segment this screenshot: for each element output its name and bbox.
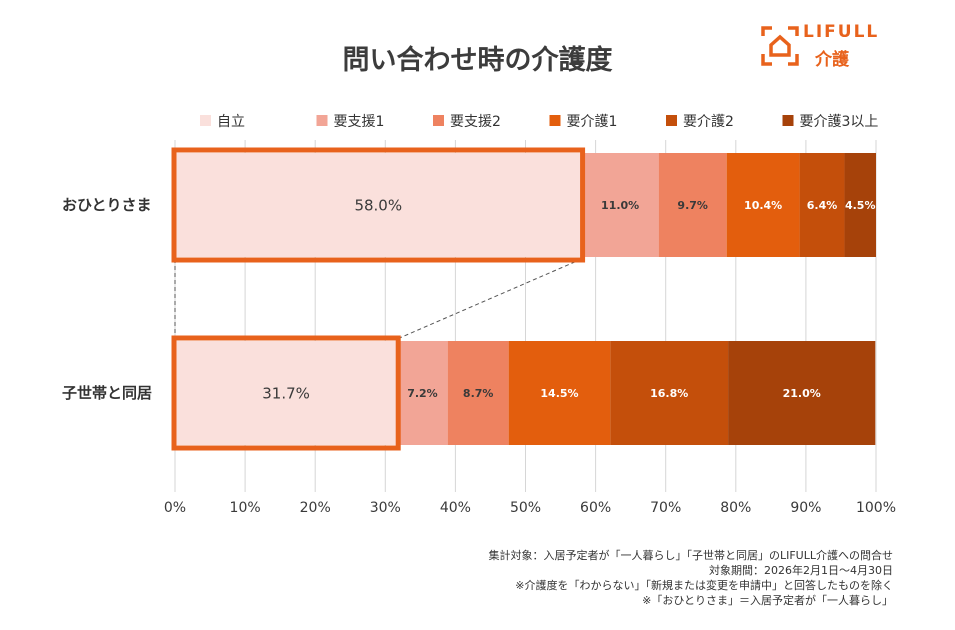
- x-tick-label: 50%: [510, 500, 541, 516]
- bar-segment: [397, 341, 448, 445]
- footnotes: 集計対象：入居予定者が「一人暮らし」「子世帯と同居」のLIFULL介護への問合せ…: [488, 548, 893, 608]
- bar-segment: [447, 341, 509, 445]
- logo-subtext: 介護: [815, 50, 849, 70]
- house-logo-icon: [761, 26, 799, 66]
- legend-swatch: [433, 115, 444, 126]
- bar-segment: [508, 341, 611, 445]
- x-tick-label: 40%: [440, 500, 471, 516]
- logo-text: LIFULL: [803, 22, 880, 42]
- x-tick-label: 10%: [230, 500, 261, 516]
- data-label: 11.0%: [601, 199, 639, 212]
- x-tick-label: 20%: [300, 500, 331, 516]
- bar-segment: [175, 341, 398, 445]
- bar-segment: [728, 341, 876, 445]
- legend-swatch: [782, 115, 794, 126]
- category-label: 子世帯と同居: [62, 384, 152, 402]
- category-label: おひとりさま: [62, 196, 152, 214]
- data-label: 4.5%: [845, 199, 876, 212]
- legend-label: 要支援1: [334, 114, 385, 130]
- x-tick-label: 30%: [370, 500, 401, 516]
- data-label: 16.8%: [650, 387, 688, 400]
- legend-swatch: [666, 115, 677, 126]
- data-label: 31.7%: [262, 384, 310, 402]
- x-tick-label: 100%: [856, 500, 896, 516]
- legend-label: 自立: [217, 114, 245, 130]
- connector-line: [397, 258, 582, 340]
- data-label: 14.5%: [540, 387, 578, 400]
- x-tick-label: 90%: [790, 500, 821, 516]
- bar-segment: [581, 153, 659, 257]
- data-label: 58.0%: [354, 196, 402, 214]
- legend-swatch: [200, 115, 211, 126]
- note-line: ※介護度を「わからない」「新規または変更を申請中」と回答したものを除く: [515, 579, 893, 592]
- legend-label: 要介護1: [567, 114, 618, 130]
- lifull-logo: LIFULL 介護: [760, 22, 910, 70]
- data-label: 9.7%: [677, 199, 708, 212]
- highlight-border: [171, 147, 586, 263]
- x-tick-label: 60%: [580, 500, 611, 516]
- data-label: 21.0%: [783, 387, 821, 400]
- legend-label: 要支援2: [450, 114, 501, 130]
- note-line: 対象期間：2026年2月1日～4月30日: [709, 564, 893, 577]
- bar-segment: [799, 153, 845, 257]
- legend-label: 要介護3以上: [800, 114, 879, 130]
- legend-swatch: [549, 115, 561, 126]
- x-tick-label: 80%: [720, 500, 751, 516]
- legend-label: 要介護2: [683, 114, 734, 130]
- data-label: 6.4%: [807, 199, 838, 212]
- data-label: 10.4%: [744, 199, 782, 212]
- data-label: 7.2%: [407, 387, 438, 400]
- legend-swatch: [316, 115, 328, 126]
- data-label: 8.7%: [463, 387, 494, 400]
- highlight-border: [171, 335, 401, 451]
- bar-segment: [175, 153, 582, 257]
- x-tick-label: 0%: [164, 500, 186, 516]
- note-line: 集計対象：入居予定者が「一人暮らし」「子世帯と同居」のLIFULL介護への問合せ: [488, 549, 893, 562]
- x-tick-label: 70%: [650, 500, 681, 516]
- bar-segment: [844, 153, 876, 257]
- chart-title: 問い合わせ時の介護度: [342, 45, 613, 76]
- note-line: ※「おひとりさま」＝入居予定者が「一人暮らし」: [642, 594, 893, 607]
- bar-segment: [726, 153, 800, 257]
- bar-segment: [658, 153, 727, 257]
- bar-segment: [610, 341, 729, 445]
